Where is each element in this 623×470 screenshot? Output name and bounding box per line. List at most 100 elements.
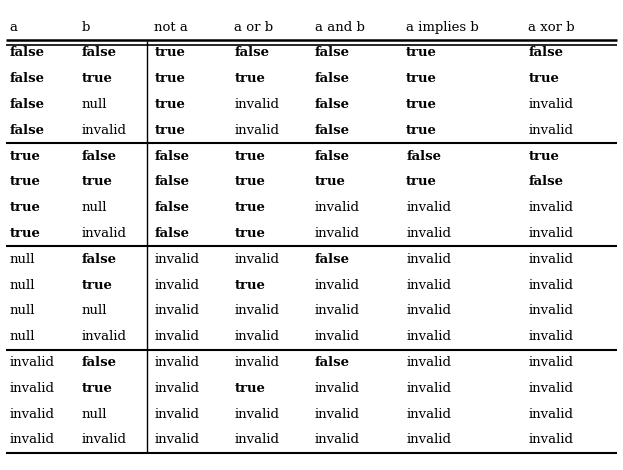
Text: true: true: [82, 175, 113, 188]
Text: invalid: invalid: [528, 279, 573, 291]
Text: invalid: invalid: [406, 201, 451, 214]
Text: invalid: invalid: [406, 382, 451, 395]
Text: false: false: [9, 98, 44, 111]
Text: true: true: [9, 201, 40, 214]
Text: invalid: invalid: [406, 227, 451, 240]
Text: true: true: [528, 72, 559, 85]
Text: invalid: invalid: [528, 356, 573, 369]
Text: true: true: [315, 175, 346, 188]
Text: invalid: invalid: [528, 330, 573, 343]
Text: null: null: [9, 253, 35, 266]
Text: null: null: [9, 305, 35, 317]
Text: invalid: invalid: [234, 407, 280, 421]
Text: invalid: invalid: [528, 305, 573, 317]
Text: invalid: invalid: [315, 201, 359, 214]
Text: invalid: invalid: [528, 98, 573, 111]
Text: invalid: invalid: [234, 124, 280, 137]
Text: invalid: invalid: [82, 330, 127, 343]
Text: invalid: invalid: [155, 407, 199, 421]
Text: invalid: invalid: [315, 330, 359, 343]
Text: a implies b: a implies b: [406, 21, 479, 33]
Text: true: true: [234, 227, 265, 240]
Text: true: true: [234, 382, 265, 395]
Text: invalid: invalid: [528, 253, 573, 266]
Text: invalid: invalid: [315, 305, 359, 317]
Text: invalid: invalid: [528, 433, 573, 446]
Text: invalid: invalid: [82, 227, 127, 240]
Text: invalid: invalid: [315, 279, 359, 291]
Text: null: null: [82, 407, 107, 421]
Text: invalid: invalid: [406, 356, 451, 369]
Text: true: true: [82, 279, 113, 291]
Text: b: b: [82, 21, 90, 33]
Text: true: true: [234, 72, 265, 85]
Text: true: true: [406, 175, 437, 188]
Text: a or b: a or b: [234, 21, 273, 33]
Text: false: false: [9, 72, 44, 85]
Text: invalid: invalid: [234, 253, 280, 266]
Text: true: true: [9, 149, 40, 163]
Text: false: false: [315, 356, 350, 369]
Text: invalid: invalid: [528, 201, 573, 214]
Text: true: true: [82, 72, 113, 85]
Text: invalid: invalid: [234, 433, 280, 446]
Text: null: null: [9, 330, 35, 343]
Text: false: false: [315, 72, 350, 85]
Text: false: false: [234, 47, 270, 59]
Text: invalid: invalid: [528, 124, 573, 137]
Text: false: false: [528, 175, 563, 188]
Text: true: true: [234, 175, 265, 188]
Text: invalid: invalid: [528, 382, 573, 395]
Text: false: false: [9, 47, 44, 59]
Text: false: false: [315, 124, 350, 137]
Text: invalid: invalid: [9, 382, 54, 395]
Text: invalid: invalid: [234, 305, 280, 317]
Text: false: false: [315, 253, 350, 266]
Text: invalid: invalid: [9, 356, 54, 369]
Text: false: false: [155, 175, 189, 188]
Text: null: null: [82, 201, 107, 214]
Text: invalid: invalid: [528, 227, 573, 240]
Text: null: null: [82, 98, 107, 111]
Text: invalid: invalid: [155, 279, 199, 291]
Text: invalid: invalid: [406, 279, 451, 291]
Text: invalid: invalid: [528, 407, 573, 421]
Text: invalid: invalid: [315, 433, 359, 446]
Text: invalid: invalid: [155, 382, 199, 395]
Text: true: true: [9, 227, 40, 240]
Text: invalid: invalid: [155, 305, 199, 317]
Text: invalid: invalid: [9, 407, 54, 421]
Text: true: true: [155, 47, 185, 59]
Text: invalid: invalid: [155, 253, 199, 266]
Text: false: false: [406, 149, 441, 163]
Text: invalid: invalid: [155, 356, 199, 369]
Text: invalid: invalid: [234, 356, 280, 369]
Text: true: true: [82, 382, 113, 395]
Text: false: false: [528, 47, 563, 59]
Text: false: false: [155, 201, 189, 214]
Text: invalid: invalid: [82, 433, 127, 446]
Text: true: true: [9, 175, 40, 188]
Text: true: true: [406, 72, 437, 85]
Text: true: true: [234, 279, 265, 291]
Text: false: false: [9, 124, 44, 137]
Text: true: true: [234, 201, 265, 214]
Text: a and b: a and b: [315, 21, 364, 33]
Text: true: true: [155, 124, 185, 137]
Text: invalid: invalid: [155, 330, 199, 343]
Text: false: false: [315, 47, 350, 59]
Text: false: false: [82, 47, 117, 59]
Text: invalid: invalid: [315, 382, 359, 395]
Text: true: true: [234, 149, 265, 163]
Text: invalid: invalid: [315, 407, 359, 421]
Text: invalid: invalid: [406, 253, 451, 266]
Text: invalid: invalid: [406, 305, 451, 317]
Text: invalid: invalid: [155, 433, 199, 446]
Text: invalid: invalid: [315, 227, 359, 240]
Text: false: false: [315, 98, 350, 111]
Text: not a: not a: [155, 21, 188, 33]
Text: null: null: [82, 305, 107, 317]
Text: invalid: invalid: [9, 433, 54, 446]
Text: false: false: [82, 356, 117, 369]
Text: null: null: [9, 279, 35, 291]
